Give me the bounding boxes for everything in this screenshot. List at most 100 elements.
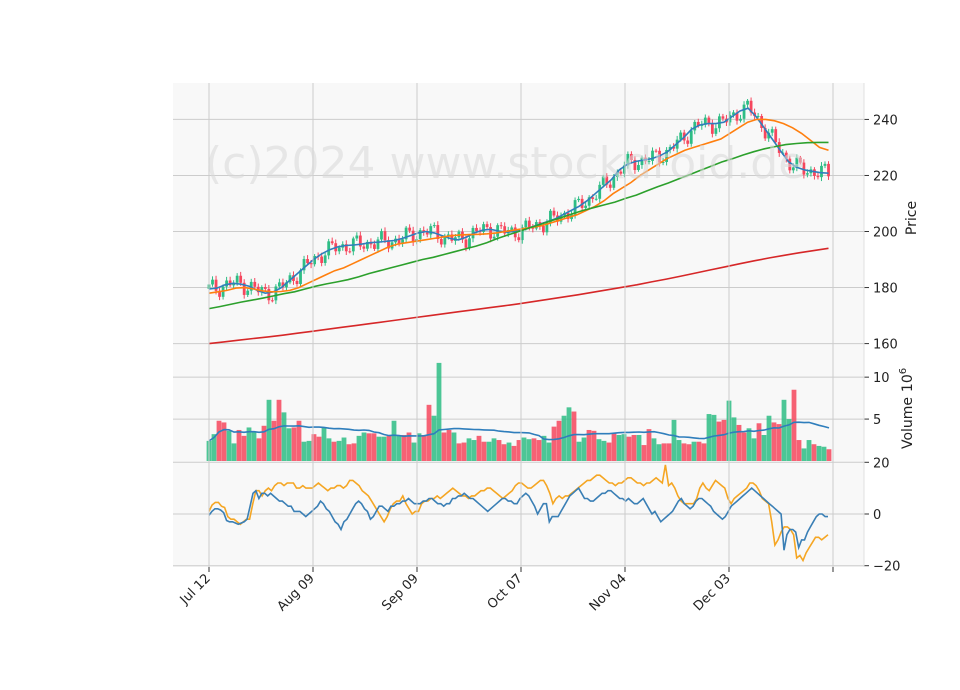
volume-bar	[456, 443, 462, 461]
candle-up	[401, 239, 404, 244]
candle-down	[373, 244, 376, 249]
candle-down	[517, 237, 521, 241]
volume-bar	[541, 435, 547, 461]
panel-background	[173, 83, 864, 352]
volume-bar	[381, 436, 387, 461]
volume-bar	[786, 419, 792, 461]
candle-up	[260, 287, 264, 293]
oscillator-tick-label: 0	[873, 508, 881, 523]
candle-down	[749, 100, 753, 113]
candle-down	[760, 116, 764, 128]
candle-up	[573, 200, 577, 215]
volume-bar	[816, 445, 822, 461]
candle-up	[468, 238, 471, 248]
moving-average-green	[208, 141, 829, 310]
volume-bar	[671, 419, 677, 461]
volume-bar	[581, 437, 587, 461]
volume-bar	[261, 425, 267, 461]
volume-bar	[471, 440, 477, 461]
volume-bar	[666, 443, 672, 461]
volume-bar	[776, 424, 782, 461]
volume-bar	[771, 422, 777, 461]
candle-up	[380, 231, 383, 240]
candle-up	[661, 161, 665, 163]
candle-up	[584, 205, 588, 208]
volume-bar	[416, 433, 422, 461]
volume-bar	[561, 415, 567, 461]
candle-up	[647, 160, 651, 162]
volume-bar	[421, 435, 427, 461]
candle-up	[249, 281, 253, 291]
volume-axis-label: Volume	[900, 397, 916, 449]
volume-bar	[756, 423, 762, 461]
volume-bar	[546, 442, 552, 461]
candle-up	[211, 279, 214, 285]
volume-bar	[286, 428, 292, 461]
candle-down	[672, 146, 676, 149]
candle-up	[689, 130, 693, 144]
candle-down	[777, 142, 781, 153]
candle-up	[746, 100, 749, 105]
volume-bar	[361, 432, 367, 461]
candle-down	[358, 235, 362, 247]
candle-down	[619, 171, 623, 174]
price-tick-label: 200	[873, 226, 898, 241]
volume-bar	[566, 407, 572, 461]
candle-down	[408, 227, 412, 231]
volume-bar	[536, 440, 542, 461]
volume-bar	[516, 440, 522, 461]
volume-bar	[596, 439, 602, 461]
candle-down	[686, 140, 690, 144]
candle-up	[626, 153, 630, 166]
candle-up	[278, 282, 281, 287]
x-tick-label: Aug 09	[275, 571, 318, 614]
volume-bar	[276, 399, 282, 461]
candle-down	[239, 275, 243, 283]
candle-down	[439, 238, 443, 245]
candle-up	[443, 235, 447, 245]
price-tick-label: 240	[873, 113, 898, 128]
volume-bar	[251, 431, 257, 461]
volume-bar	[266, 399, 272, 461]
volume-bar	[411, 442, 417, 461]
candle-down	[527, 220, 531, 228]
volume-bar	[766, 415, 772, 461]
volume-bar	[711, 414, 717, 461]
candle-up	[545, 222, 549, 233]
oscillator-line-blue	[208, 486, 828, 551]
candle-down	[295, 280, 299, 285]
volume-bar	[366, 433, 372, 461]
candle-up	[274, 286, 278, 301]
volume-bar	[271, 420, 277, 461]
volume-bar	[506, 442, 512, 461]
candle-up	[404, 227, 408, 240]
volume-bar	[386, 435, 392, 461]
candle-down	[654, 150, 658, 152]
moving-average-red	[208, 247, 829, 345]
candle-up	[679, 132, 683, 140]
volume-bar	[481, 441, 487, 461]
volume-bar	[781, 399, 787, 461]
volume-bar	[521, 437, 527, 461]
volume-bar	[611, 433, 617, 461]
candle-down	[531, 227, 535, 229]
candle-down	[608, 184, 612, 188]
candle-down	[320, 256, 324, 263]
candle-up	[703, 117, 707, 125]
candle-up	[549, 210, 552, 223]
candle-up	[313, 256, 316, 265]
candle-up	[742, 104, 746, 119]
candle-up	[559, 215, 563, 222]
volume-bar	[681, 443, 687, 461]
volume-bar	[526, 439, 532, 461]
volume-bar	[431, 415, 437, 461]
candle-up	[355, 235, 359, 239]
volume-bar	[376, 436, 382, 461]
candle-down	[816, 175, 820, 178]
candle-up	[235, 275, 239, 283]
volume-bar	[676, 440, 682, 461]
oscillator-line-orange	[208, 464, 829, 563]
volume-bar	[586, 429, 592, 461]
candle-down	[306, 259, 309, 264]
candle-up	[288, 275, 292, 283]
